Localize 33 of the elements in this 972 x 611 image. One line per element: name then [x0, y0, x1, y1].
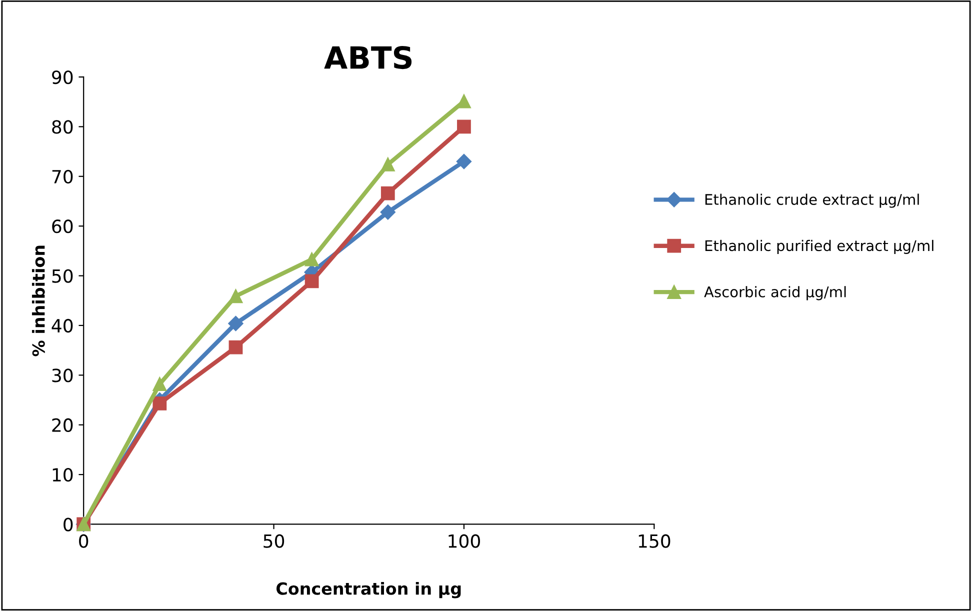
point [228, 289, 243, 304]
point [380, 158, 395, 172]
y-tick-label: 50 [52, 269, 73, 283]
y-tick-label: 90 [52, 70, 73, 84]
point [152, 396, 167, 410]
point [304, 274, 319, 288]
y-tick-label: 30 [52, 368, 73, 382]
point [457, 94, 471, 108]
point [457, 120, 471, 134]
point [304, 252, 319, 266]
point [228, 340, 243, 354]
y-tick-label: 20 [52, 418, 73, 432]
x-tick-label: 0 [79, 534, 88, 548]
y-tick-label: 80 [52, 120, 73, 134]
y-axis-title: % inhibition [32, 246, 45, 356]
y-tick-label: 60 [52, 220, 73, 234]
y-tick-label: 0 [64, 518, 73, 532]
y-tick-label: 70 [52, 170, 73, 184]
point [380, 204, 396, 220]
legend-label: Ethanolic crude extract µg/ml [705, 194, 919, 208]
x-tick-label: 150 [638, 534, 670, 548]
y-tick-label: 40 [52, 318, 73, 333]
x-axis-title: Concentration in µg [276, 582, 461, 598]
legend-label: Ascorbic acid µg/ml [704, 286, 846, 300]
y-tick-label: 10 [52, 468, 73, 482]
legend-label: Ethanolic purified extract µg/ml [705, 240, 934, 254]
x-tick-label: 100 [448, 534, 480, 548]
point [152, 377, 167, 392]
point [228, 316, 244, 332]
point [456, 154, 472, 170]
x-tick-label: 50 [264, 534, 284, 548]
chart-title: ABTS [324, 46, 412, 70]
point [380, 186, 395, 200]
